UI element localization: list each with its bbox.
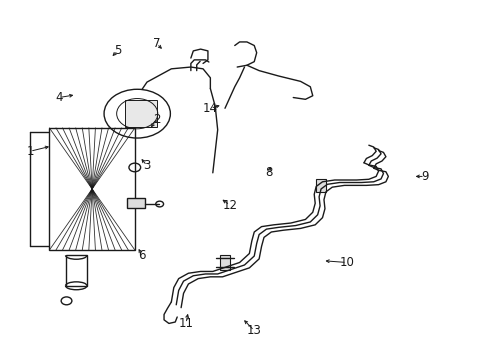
- Bar: [125, 100, 157, 127]
- Bar: [127, 198, 145, 208]
- Text: 6: 6: [138, 249, 145, 262]
- Text: 10: 10: [339, 256, 354, 269]
- Text: 7: 7: [153, 37, 160, 50]
- Text: 1: 1: [26, 145, 34, 158]
- Bar: [65, 255, 87, 286]
- Text: 5: 5: [114, 44, 121, 57]
- Bar: [49, 128, 135, 250]
- Text: 8: 8: [264, 166, 272, 179]
- Text: 14: 14: [203, 102, 218, 115]
- Bar: [316, 179, 325, 192]
- Text: 3: 3: [143, 159, 150, 172]
- Text: 2: 2: [153, 113, 160, 126]
- Text: 11: 11: [178, 317, 193, 330]
- Text: 12: 12: [222, 199, 237, 212]
- Text: 4: 4: [55, 91, 63, 104]
- Text: 9: 9: [420, 170, 428, 183]
- Text: 13: 13: [246, 324, 261, 337]
- Bar: [220, 255, 229, 270]
